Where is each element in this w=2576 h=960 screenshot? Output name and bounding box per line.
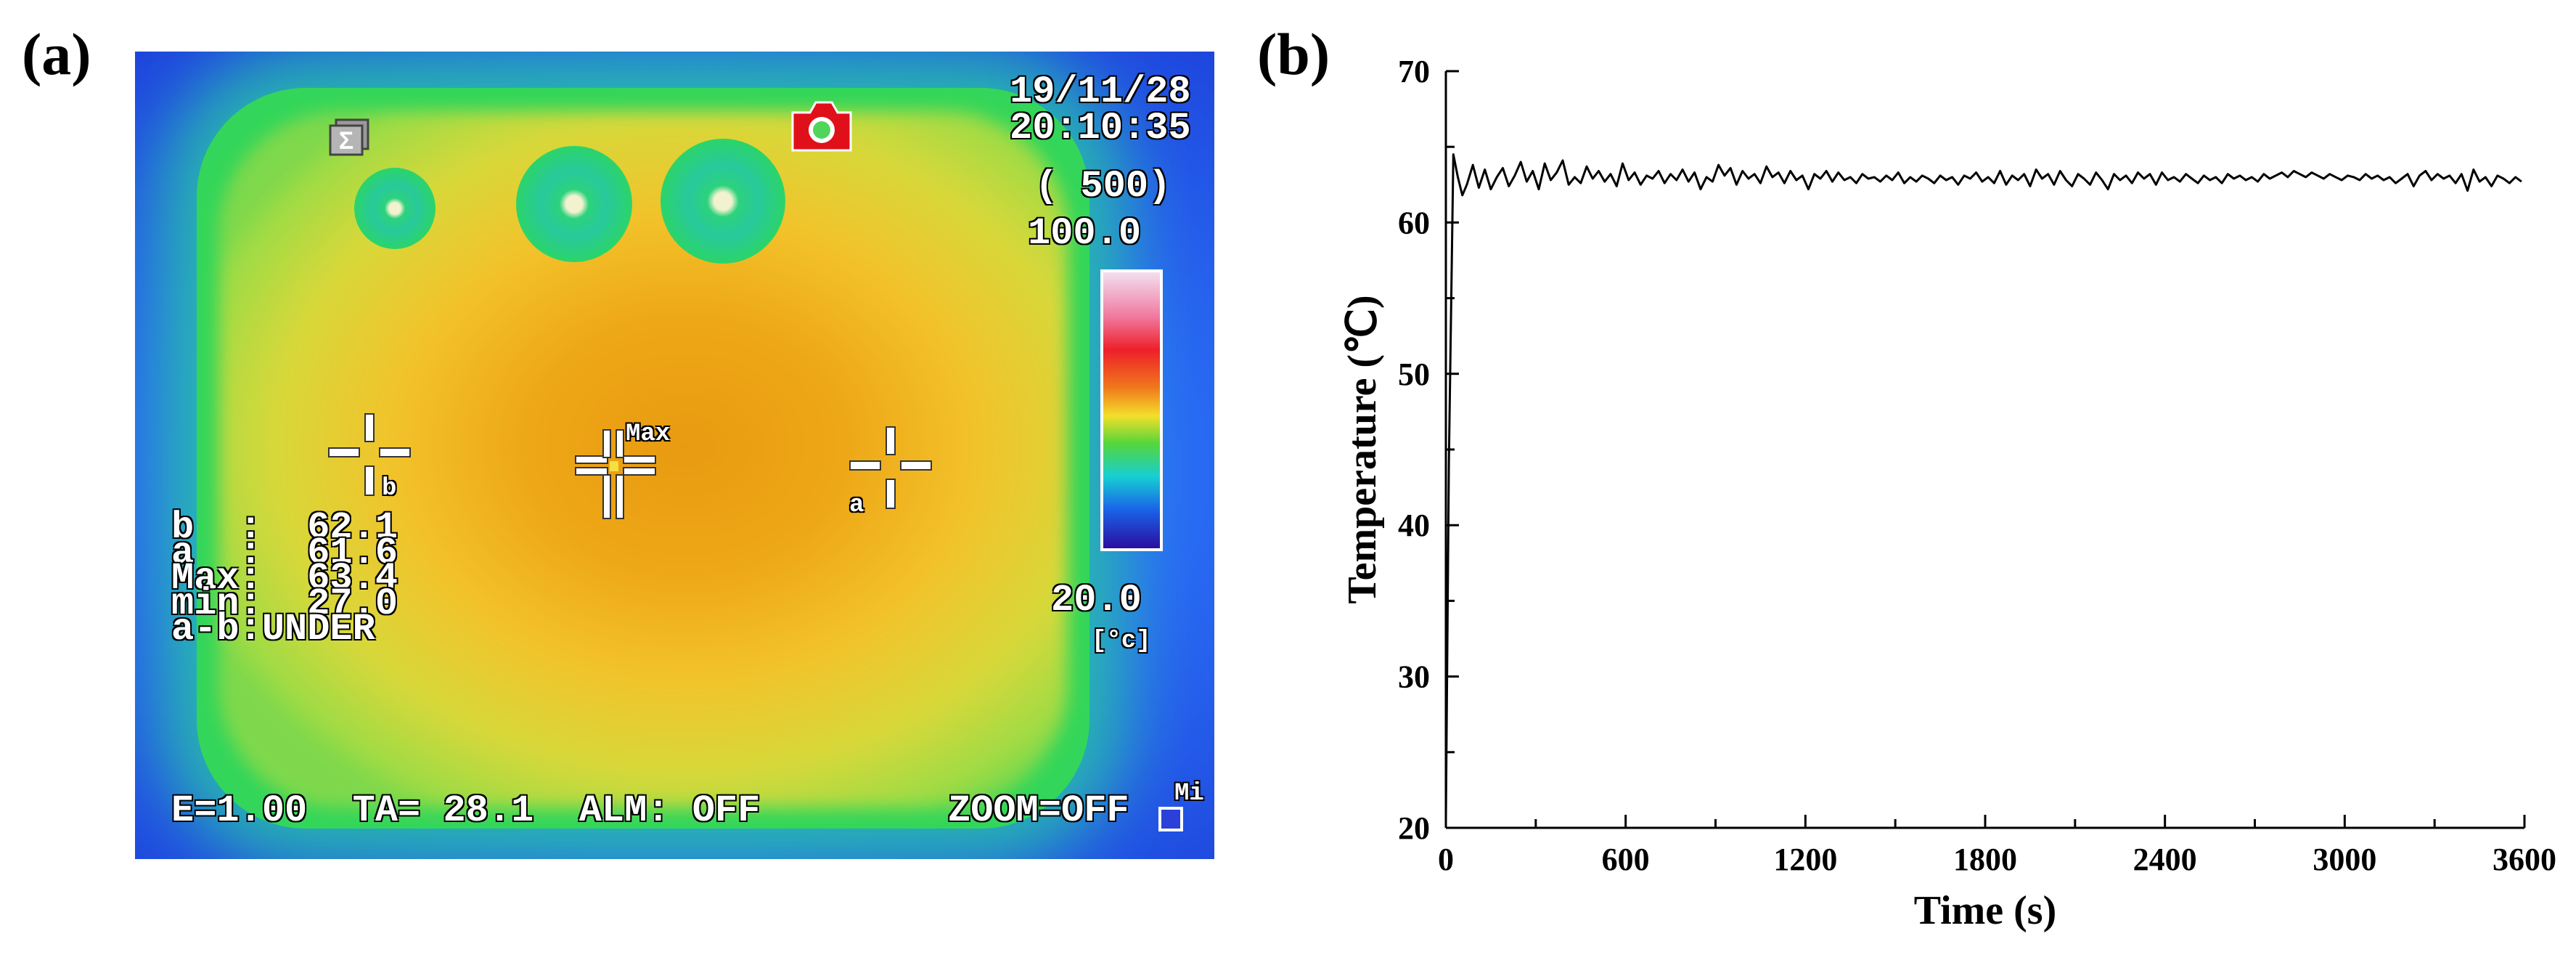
svg-text:Σ: Σ — [339, 127, 353, 155]
thermal-image: Σ 19/11/28 20:10:35 ( 500) 100.0 20.0 [°… — [135, 52, 1214, 859]
thermal-spot-left — [354, 168, 436, 249]
thermal-time: 20:10:35 — [1010, 107, 1191, 150]
thermal-date: 19/11/28 — [1010, 70, 1191, 113]
y-tick-label: 50 — [1398, 357, 1430, 392]
panel-a-label: (a) — [22, 21, 91, 87]
camera-icon — [791, 101, 852, 152]
readout-a: a : 61.6 — [171, 532, 398, 574]
readout-min: min: 27.0 — [171, 582, 398, 625]
y-axis-title: Temperature (℃) — [1340, 295, 1385, 603]
x-tick-label: 3600 — [2493, 842, 2556, 877]
corner-label: Mi — [1174, 780, 1204, 808]
cursor-b-label: b — [382, 475, 397, 503]
panel-b-label: (b) — [1257, 21, 1330, 87]
cursor-max-label: Max — [626, 420, 671, 448]
sigma-icon: Σ — [329, 118, 369, 156]
x-tick-label: 0 — [1438, 842, 1454, 877]
thermal-range: ( 500) — [1035, 165, 1172, 208]
x-tick-label: 1800 — [1953, 842, 2017, 877]
scale-unit: [°c] — [1092, 627, 1151, 655]
cursor-max — [576, 431, 656, 518]
x-tick-label: 1200 — [1773, 842, 1837, 877]
thermal-spot-right — [661, 139, 785, 264]
x-tick-label: 3000 — [2313, 842, 2376, 877]
y-tick-label: 30 — [1398, 659, 1430, 695]
status-left: E=1.00 TA= 28.1 ALM: OFF — [171, 789, 761, 832]
readout-b: b : 62.1 — [171, 506, 398, 549]
readout-max: Max: 63.4 — [171, 557, 398, 600]
x-axis-title: Time (s) — [1914, 888, 2057, 933]
cursor-a-label: a — [849, 492, 864, 519]
temperature-color-scale — [1100, 269, 1163, 551]
status-zoom: ZOOM=OFF — [948, 789, 1129, 832]
scale-min-value: 20.0 — [1051, 579, 1142, 622]
x-tick-label: 2400 — [2133, 842, 2197, 877]
y-tick-label: 60 — [1398, 205, 1430, 240]
scale-max-value: 100.0 — [1028, 212, 1142, 255]
y-tick-label: 20 — [1398, 810, 1430, 846]
corner-marker-icon — [1158, 807, 1183, 831]
readout-a-minus-b: a-b:UNDER — [171, 608, 375, 651]
cursor-a — [851, 428, 931, 508]
y-tick-label: 70 — [1398, 54, 1430, 89]
series-line-0 — [1444, 153, 2522, 821]
thermal-spot-middle — [516, 146, 632, 262]
cursor-b — [330, 415, 409, 495]
x-tick-label: 600 — [1602, 842, 1650, 877]
y-tick-label: 40 — [1398, 508, 1430, 543]
